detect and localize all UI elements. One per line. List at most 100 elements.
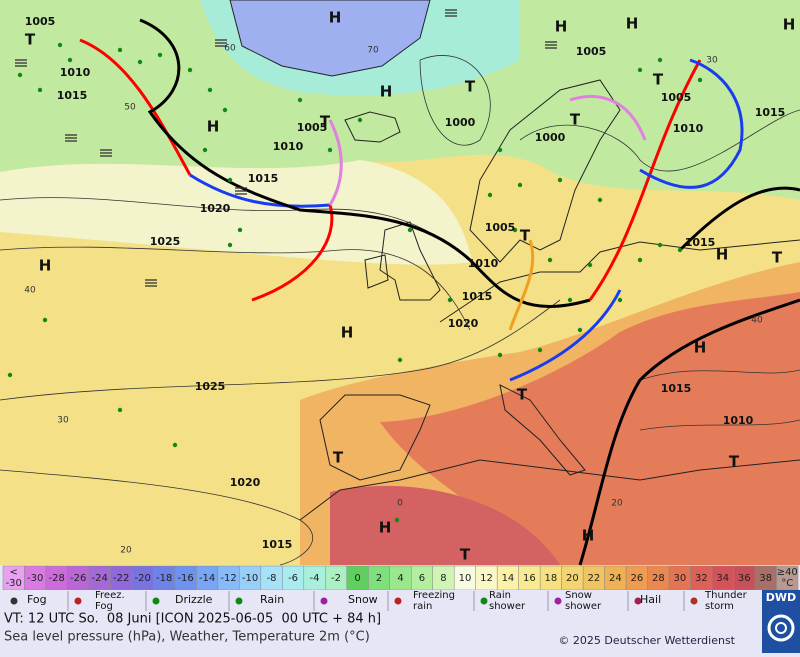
weather-symbol	[222, 107, 228, 113]
scale-label: -16	[177, 573, 193, 584]
temp-zone	[0, 0, 800, 200]
weather-symbol	[497, 352, 503, 358]
scale-label: 6	[419, 573, 425, 584]
britain	[379, 221, 441, 301]
scale-label: -12	[220, 573, 236, 584]
continent-coast	[439, 239, 800, 323]
legend-bg	[0, 590, 762, 612]
weather-symbol	[547, 257, 553, 263]
weather-symbol	[397, 357, 403, 363]
scale-label: -28	[49, 573, 65, 584]
pressure-label: 1010	[60, 66, 91, 79]
description: Sea level pressure (hPa), Weather, Tempe…	[4, 630, 370, 645]
scale-label: 14	[502, 573, 515, 584]
pressure-label: 1015	[262, 538, 293, 551]
scale-label: 20	[566, 573, 579, 584]
scale-label: 26	[630, 573, 643, 584]
isotherm-label: 40	[751, 316, 763, 326]
pressure-label: 1010	[673, 122, 704, 135]
weather-symbol	[357, 117, 363, 123]
pressure-label: 1005	[297, 121, 328, 134]
legend-label: Thunder	[704, 590, 748, 601]
isotherm-label: 30	[57, 416, 69, 426]
legend-icon	[394, 597, 402, 605]
scale-label: -22	[113, 573, 129, 584]
scale-label: 4	[397, 573, 403, 584]
isotherm-label: 50	[124, 103, 136, 113]
valid-time: VT: 12 UTC So. 08 Juni [ICON 2025-06-05 …	[4, 612, 381, 627]
pressure-center: H	[329, 9, 342, 27]
weather-symbol	[157, 52, 163, 58]
weather-symbol	[697, 77, 703, 83]
weather-symbol	[517, 182, 523, 188]
pressure-label: 1000	[445, 116, 476, 129]
scale-label: 2	[376, 573, 382, 584]
weather-symbol	[637, 257, 643, 263]
pressure-label: 1015	[57, 89, 88, 102]
weather-symbol	[327, 147, 333, 153]
legend-label: Hail	[640, 593, 661, 606]
pressure-center: H	[582, 527, 595, 545]
logo-swirl	[767, 614, 795, 642]
temp-zone	[0, 160, 472, 265]
weather-symbol	[172, 442, 178, 448]
legend-icon	[480, 597, 488, 605]
pressure-label: 1015	[685, 236, 716, 249]
legend-icon	[634, 597, 642, 605]
pressure-label: 1010	[723, 414, 754, 427]
weather-symbol	[512, 227, 518, 233]
pressure-label: 1010	[273, 140, 304, 153]
pressure-label: 1015	[661, 382, 692, 395]
pressure-center: T	[333, 449, 344, 467]
iberia	[319, 394, 431, 481]
pressure-label: 1020	[448, 317, 479, 330]
copyright: © 2025 Deutscher Wetterdienst	[558, 634, 735, 647]
fronts	[79, 18, 800, 566]
scale-label: -20	[134, 573, 150, 584]
color-scale: <-30 -30 -28 -26 -24 -22 -20 -18 -16 -14 -12 -10 -8-…	[2, 565, 799, 591]
scale-label: 16	[523, 573, 536, 584]
weather-symbol	[117, 47, 123, 53]
pressure-label: 1005	[25, 15, 56, 28]
pressure-center: T	[460, 546, 471, 564]
isobars	[0, 55, 800, 566]
legend-label: rain	[413, 601, 432, 612]
weather-symbol	[407, 227, 413, 233]
weather-symbol	[227, 242, 233, 248]
legend-label: shower	[489, 601, 526, 612]
pressure-label: 1020	[200, 202, 231, 215]
pressure-center: H	[694, 339, 707, 357]
temp-zone	[380, 292, 800, 565]
pressure-center: T	[729, 453, 740, 471]
legend-label: Fog	[95, 601, 113, 612]
legend-label: Drizzle	[175, 593, 213, 606]
pressure-label: 1015	[462, 290, 493, 303]
weather-symbol	[577, 327, 583, 333]
scale-label: -26	[70, 573, 86, 584]
legend-label: Rain	[260, 593, 284, 606]
isotherm-label: 20	[611, 499, 623, 509]
pressure-center: H	[626, 15, 639, 33]
coastlines	[299, 79, 800, 521]
scale-label: -2	[331, 573, 341, 584]
scale-label: 12	[480, 573, 493, 584]
legend-label: storm	[705, 601, 734, 612]
weather-symbol	[557, 177, 563, 183]
pressure-label: 1000	[535, 131, 566, 144]
weather-symbol	[394, 517, 400, 523]
pressure-center: H	[555, 18, 568, 36]
weather-symbol	[57, 42, 63, 48]
scale-label: 8	[440, 573, 446, 584]
weather-symbol	[657, 57, 663, 63]
weather-symbol	[677, 247, 683, 253]
legend-label: shower	[565, 601, 602, 612]
pressure-center: H	[39, 257, 52, 275]
scale-label: -18	[156, 573, 172, 584]
scale-label: -6	[288, 573, 298, 584]
legend-icon	[10, 597, 18, 605]
legend-icon	[320, 597, 328, 605]
pressure-center: H	[379, 519, 392, 537]
pressure-label: 1005	[485, 221, 516, 234]
legend-icon	[554, 597, 562, 605]
